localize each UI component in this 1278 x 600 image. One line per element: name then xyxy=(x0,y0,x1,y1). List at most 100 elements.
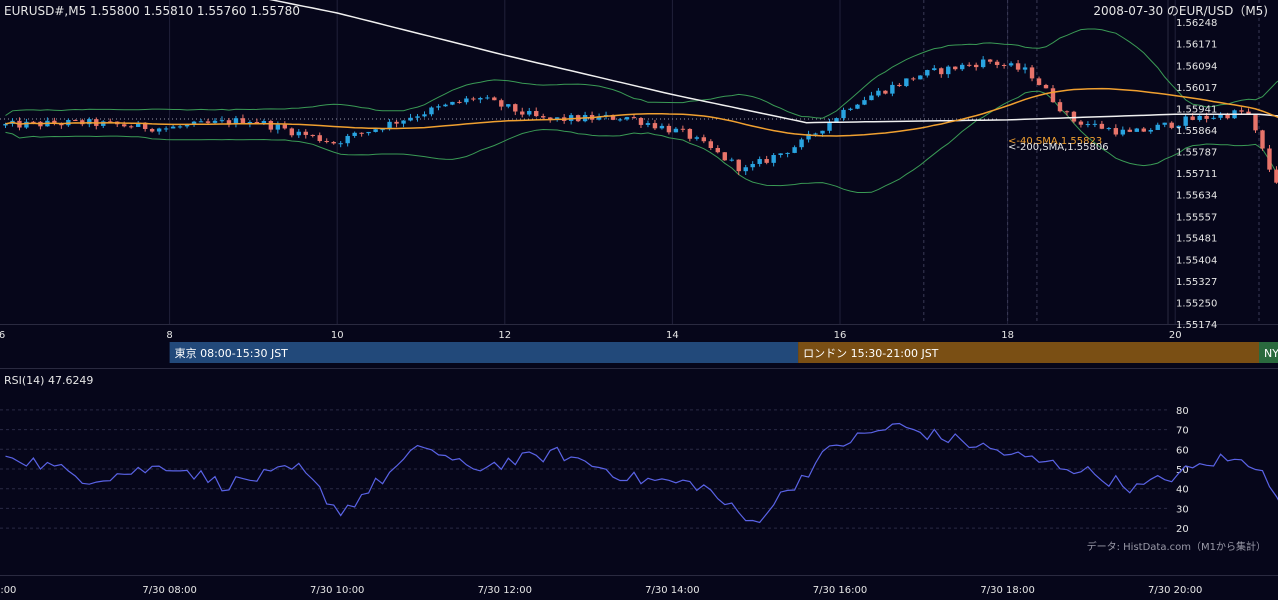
candle-body xyxy=(499,100,504,107)
candle-body xyxy=(443,104,448,107)
candle-body xyxy=(1029,67,1035,79)
candle-body xyxy=(1099,123,1105,129)
candle-body xyxy=(883,90,888,94)
candle-body xyxy=(401,120,406,124)
candle-body xyxy=(722,152,727,161)
candle-body xyxy=(233,118,239,125)
candle-body xyxy=(764,159,769,163)
candle-body xyxy=(184,124,190,127)
bollinger-lower xyxy=(5,90,1278,193)
hour-tick-label: 10 xyxy=(331,330,344,341)
price-tick-label: 1.56017 xyxy=(1176,83,1217,94)
price-tick-label: 1.55250 xyxy=(1176,299,1217,310)
price-tick-label: 1.55634 xyxy=(1176,191,1217,202)
candle-body xyxy=(478,98,483,100)
candle-body xyxy=(645,123,651,125)
candle-body xyxy=(973,64,979,68)
hour-tick-label: 18 xyxy=(1001,330,1014,341)
session-bar xyxy=(1259,342,1278,363)
candle-body xyxy=(547,117,553,120)
candle-body xyxy=(261,121,267,124)
candle-body xyxy=(813,133,818,135)
date-tick-label: 06:00 xyxy=(0,585,16,596)
session-label: NY 21:00-06:00 JST xyxy=(1264,347,1278,360)
price-tick-label: 1.55404 xyxy=(1176,255,1217,266)
candle-body xyxy=(1162,122,1167,125)
candle-body xyxy=(1260,130,1265,149)
candle-body xyxy=(953,66,958,70)
candle-body xyxy=(1204,115,1209,119)
candle-body xyxy=(820,130,825,134)
candle-body xyxy=(303,131,308,135)
candle-body xyxy=(408,117,413,121)
candle-body xyxy=(1113,128,1119,135)
candle-body xyxy=(317,135,322,142)
candle-body xyxy=(80,120,85,125)
candle-body xyxy=(1043,84,1049,89)
candle-body xyxy=(708,141,714,149)
candle-body xyxy=(198,121,204,123)
candle-body xyxy=(925,70,930,76)
candle-body xyxy=(1176,125,1181,128)
candle-body xyxy=(52,120,57,124)
candle-body xyxy=(352,132,357,136)
candle-body xyxy=(757,159,762,164)
candle-body xyxy=(254,122,260,124)
candle-body xyxy=(1211,117,1216,119)
date-tick-label: 7/30 20:00 xyxy=(1148,585,1202,596)
candle-body xyxy=(827,122,832,131)
candle-body xyxy=(422,114,427,117)
candle-body xyxy=(240,118,246,125)
date-tick-label: 7/30 14:00 xyxy=(645,585,699,596)
sma40-line xyxy=(5,87,1278,137)
candle-body xyxy=(1071,111,1077,122)
candle-body xyxy=(1246,111,1251,114)
candle-body xyxy=(1106,128,1112,130)
candle-body xyxy=(296,131,301,136)
candle-body xyxy=(1092,123,1098,125)
sma200-label: <-200,SMA,1.55806 xyxy=(1008,142,1109,153)
rsi-tick-label: 80 xyxy=(1176,406,1189,417)
candle-body xyxy=(897,84,902,87)
sma200-line xyxy=(268,0,1278,124)
candle-body xyxy=(492,97,497,101)
candle-body xyxy=(680,128,686,130)
candle-body xyxy=(1001,64,1007,66)
date-tick-label: 7/30 16:00 xyxy=(813,585,867,596)
candle-body xyxy=(596,116,602,120)
candle-body xyxy=(1127,129,1133,132)
candle-body xyxy=(869,95,874,101)
candle-body xyxy=(1183,116,1188,126)
candle-body xyxy=(666,125,672,133)
candle-body xyxy=(610,114,616,120)
candle-body xyxy=(652,123,658,129)
candle-body xyxy=(1078,121,1084,125)
candle-body xyxy=(1141,128,1146,132)
candle-body xyxy=(785,152,790,154)
candle-body xyxy=(659,125,665,129)
candle-body xyxy=(1218,114,1223,118)
candle-body xyxy=(191,121,197,125)
price-tick-label: 1.55327 xyxy=(1176,277,1217,288)
candle-body xyxy=(282,124,288,129)
grid-lines xyxy=(0,0,1278,576)
session-label: 東京 08:00-15:30 JST xyxy=(175,346,289,360)
candle-body xyxy=(1008,63,1014,66)
bollinger-bands xyxy=(5,28,1278,193)
candle-body xyxy=(1169,122,1174,128)
candle-body xyxy=(841,109,846,119)
candle-body xyxy=(736,159,741,172)
candle-body xyxy=(1015,63,1021,70)
candle-body xyxy=(1197,115,1202,120)
candle-body xyxy=(338,143,343,145)
candle-body xyxy=(415,116,420,118)
rsi-tick-label: 20 xyxy=(1176,524,1189,535)
hour-tick-label: 12 xyxy=(498,330,511,341)
candle-body xyxy=(485,97,490,99)
candle-body xyxy=(359,132,364,134)
session-bars: 東京 08:00-15:30 JST ロンドン 15:30-21:00 JST NY… xyxy=(169,342,1278,363)
price-tick-label: 1.55557 xyxy=(1176,212,1217,223)
candle-body xyxy=(862,100,867,105)
candle-body xyxy=(855,104,860,109)
